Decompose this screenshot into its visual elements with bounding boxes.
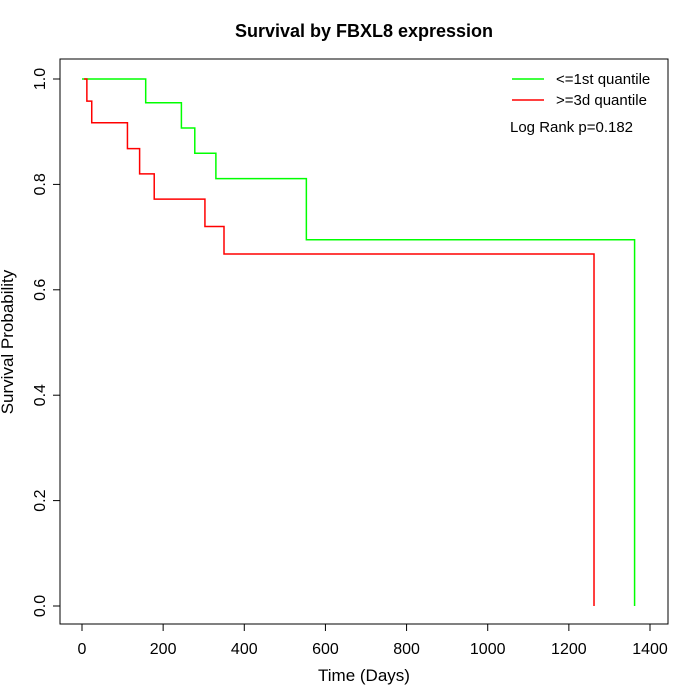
y-tick-label: 0.6 xyxy=(32,279,49,301)
x-tick-label: 0 xyxy=(78,641,87,658)
series-line-1 xyxy=(82,78,636,606)
x-tick-label: 1400 xyxy=(632,641,668,658)
x-tick-label: 1000 xyxy=(470,641,506,658)
series-group xyxy=(82,78,636,606)
log-rank-annotation: Log Rank p=0.182 xyxy=(510,119,633,136)
x-axis: 0 200 400 600 800 1000 1200 1400 xyxy=(78,623,668,658)
x-tick-label: 400 xyxy=(231,641,258,658)
y-axis-label: Survival Probability xyxy=(0,269,17,414)
y-tick-label: 0.0 xyxy=(32,595,49,617)
legend-label-2: >=3d quantile xyxy=(556,92,647,109)
legend-label-1: <=1st quantile xyxy=(556,71,650,88)
y-axis: 0.0 0.2 0.4 0.6 0.8 1.0 xyxy=(32,68,61,617)
chart-title: Survival by FBXL8 expression xyxy=(235,21,493,41)
x-axis-label: Time (Days) xyxy=(318,666,410,685)
series-line-2 xyxy=(84,78,595,606)
y-tick-label: 0.4 xyxy=(32,384,49,406)
y-tick-label: 0.8 xyxy=(32,173,49,195)
x-tick-label: 600 xyxy=(312,641,339,658)
legend: <=1st quantile >=3d quantile xyxy=(512,71,650,109)
x-tick-label: 200 xyxy=(150,641,177,658)
x-tick-label: 800 xyxy=(393,641,420,658)
plot-frame xyxy=(59,58,669,625)
x-tick-label: 1200 xyxy=(551,641,587,658)
y-tick-label: 0.2 xyxy=(32,489,49,511)
y-tick-label: 1.0 xyxy=(32,68,49,90)
